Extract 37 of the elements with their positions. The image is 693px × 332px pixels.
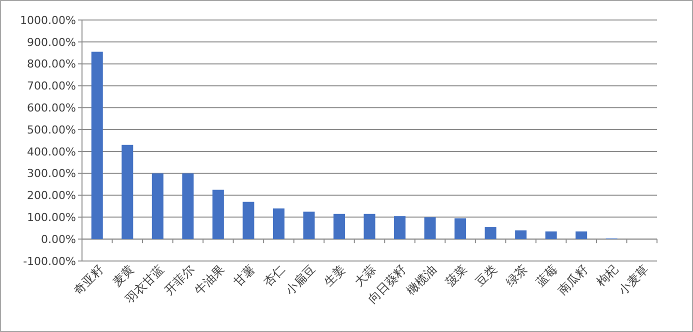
y-tick-label: 500.00% [27,123,76,136]
y-tick-label: 0.00% [41,232,76,246]
y-tick-label: 100.00% [27,211,76,224]
y-tick-label: 700.00% [27,80,76,93]
bar [333,214,345,240]
bar [212,190,224,240]
bar [484,227,496,240]
bar [515,230,527,240]
bar [394,216,406,240]
x-tick-label: 杏仁 [260,262,288,290]
bar [364,214,376,240]
bar [545,231,557,240]
bar [152,173,164,240]
bar [122,144,134,240]
y-tick-label: 800.00% [27,58,76,71]
y-tick-label: 300.00% [27,167,76,180]
bar [242,202,254,240]
x-tick-label: 菠菜 [442,262,470,290]
bar [182,173,194,240]
bar [454,218,466,240]
x-tick-label: 生姜 [321,262,348,290]
y-tick-label: 1000.00% [20,14,76,27]
y-tick-label: -100.00% [23,254,76,268]
y-tick-label: 900.00% [27,36,76,49]
bar [576,231,588,240]
y-tick-label: 400.00% [27,145,76,158]
bar [272,208,284,240]
bar [303,212,315,240]
x-tick-label: 甘薯 [230,262,258,290]
bar [424,217,436,240]
bar [91,52,103,240]
y-tick-label: 200.00% [27,189,76,202]
x-tick-label: 豆类 [472,262,500,290]
x-tick-label: 绿茶 [503,262,530,290]
x-tick-label: 枸杞 [594,262,621,290]
x-tick-label: 橄榄油 [404,262,440,298]
y-tick-label: 600.00% [27,101,76,114]
